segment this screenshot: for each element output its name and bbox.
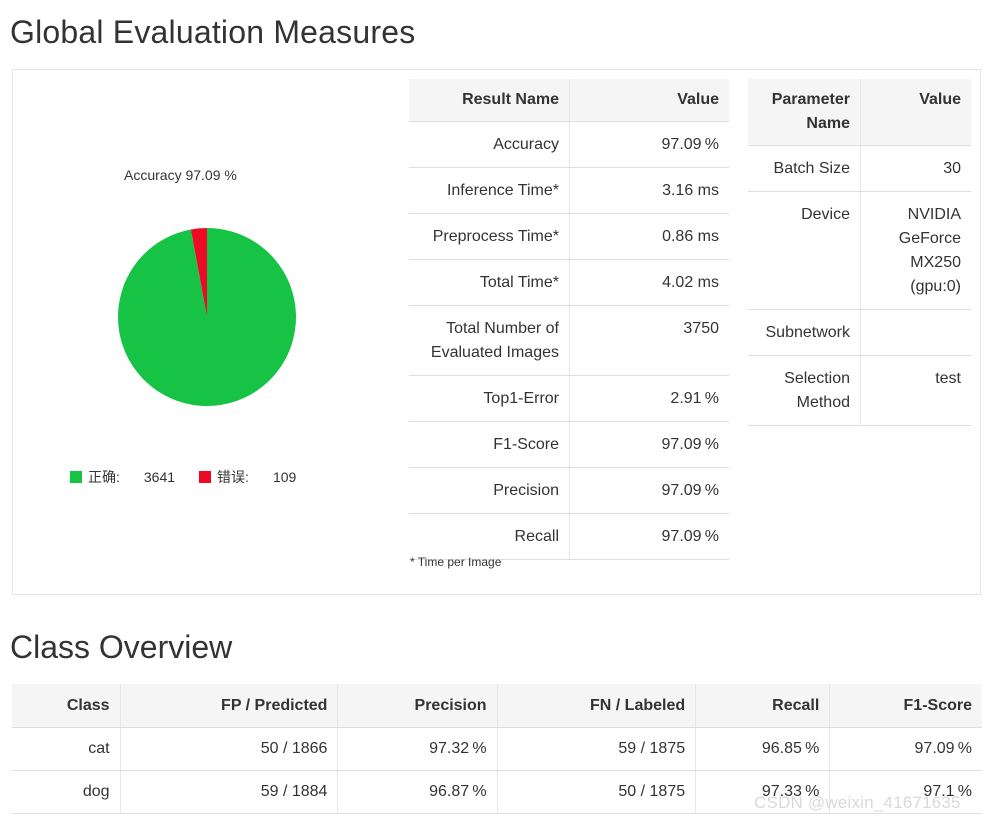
table-row: Total Time* 4.02 ms bbox=[409, 259, 729, 306]
fp-predicted: 59 / 1884 bbox=[120, 770, 339, 814]
result-name: Precision bbox=[409, 467, 570, 514]
result-name: Total Number of Evaluated Images bbox=[409, 305, 570, 376]
column-header: Value bbox=[860, 79, 971, 146]
table-header-row: Result Name Value bbox=[409, 79, 729, 122]
fp-predicted: 50 / 1866 bbox=[120, 727, 339, 771]
param-name: Device bbox=[748, 191, 861, 310]
parameter-table: Parameter Name Value Batch Size 30 Device… bbox=[748, 79, 971, 426]
accuracy-pie-chart bbox=[118, 228, 297, 406]
page-title: Global Evaluation Measures bbox=[10, 14, 416, 50]
legend-swatch-correct bbox=[70, 471, 82, 483]
table-row: Selection Method test bbox=[748, 355, 971, 426]
result-value: 4.02 ms bbox=[569, 259, 729, 306]
legend-swatch-wrong bbox=[199, 471, 212, 483]
param-name: Batch Size bbox=[748, 145, 861, 192]
column-header: Result Name bbox=[409, 79, 570, 122]
result-value: 97.09 % bbox=[569, 121, 729, 168]
pie-title: Accuracy 97.09 % bbox=[124, 167, 237, 183]
pie-slice-wrong bbox=[190, 228, 207, 317]
result-value: 3750 bbox=[569, 305, 729, 376]
column-header: Value bbox=[569, 79, 729, 122]
class-name: cat bbox=[12, 727, 121, 771]
table-row: Recall 97.09 % bbox=[409, 513, 729, 560]
table-row: Precision 97.09 % bbox=[409, 467, 729, 514]
result-name: F1-Score bbox=[409, 421, 570, 468]
table-header-row: Class FP / Predicted Precision FN / Labe… bbox=[12, 684, 982, 728]
result-value: 97.09 % bbox=[569, 513, 729, 560]
legend-label-wrong: 错误: bbox=[217, 469, 249, 485]
recall: 96.85 % bbox=[695, 727, 831, 771]
param-name: Selection Method bbox=[748, 355, 861, 426]
param-value: NVIDIA GeForce MX250 (gpu:0) bbox=[860, 191, 971, 310]
param-value: 30 bbox=[860, 145, 971, 192]
table-row: Batch Size 30 bbox=[748, 145, 971, 192]
result-table: Result Name Value Accuracy 97.09 % Infere… bbox=[409, 79, 729, 560]
result-name: Inference Time* bbox=[409, 167, 570, 214]
table-row: Top1-Error 2.91 % bbox=[409, 375, 729, 422]
result-name: Preprocess Time* bbox=[409, 213, 570, 260]
recall: 97.33 % bbox=[695, 770, 831, 814]
class-name: dog bbox=[12, 770, 121, 814]
column-header: Recall bbox=[695, 684, 831, 728]
fn-labeled: 50 / 1875 bbox=[497, 770, 697, 814]
table-row: F1-Score 97.09 % bbox=[409, 421, 729, 468]
result-name: Top1-Error bbox=[409, 375, 570, 422]
legend-value-correct: 3641 bbox=[143, 469, 176, 485]
result-name: Total Time* bbox=[409, 259, 570, 306]
table-row: dog 59 / 1884 96.87 % 50 / 1875 97.33 % … bbox=[12, 770, 982, 814]
pie-legend: 正确: 3641 错误: 109 bbox=[70, 467, 320, 487]
result-name: Recall bbox=[409, 513, 570, 560]
table-row: cat 50 / 1866 97.32 % 59 / 1875 96.85 % … bbox=[12, 727, 982, 771]
param-name: Subnetwork bbox=[748, 309, 861, 356]
table-row: Subnetwork bbox=[748, 309, 971, 356]
column-header: F1-Score bbox=[829, 684, 982, 728]
table-row: Inference Time* 3.16 ms bbox=[409, 167, 729, 214]
class-overview-table: Class FP / Predicted Precision FN / Labe… bbox=[12, 684, 982, 814]
column-header: Parameter Name bbox=[748, 79, 861, 146]
pie-slice-correct bbox=[118, 228, 297, 406]
table-row: Accuracy 97.09 % bbox=[409, 121, 729, 168]
result-value: 0.86 ms bbox=[569, 213, 729, 260]
precision: 96.87 % bbox=[337, 770, 498, 814]
result-value: 97.09 % bbox=[569, 421, 729, 468]
table-header-row: Parameter Name Value bbox=[748, 79, 971, 146]
fn-labeled: 59 / 1875 bbox=[497, 727, 697, 771]
precision: 97.32 % bbox=[337, 727, 498, 771]
time-footnote: * Time per Image bbox=[410, 555, 502, 569]
param-value: test bbox=[860, 355, 971, 426]
legend-label-correct: 正确: bbox=[88, 469, 120, 485]
result-value: 97.09 % bbox=[569, 467, 729, 514]
table-row: Preprocess Time* 0.86 ms bbox=[409, 213, 729, 260]
result-value: 2.91 % bbox=[569, 375, 729, 422]
f1-score: 97.1 % bbox=[829, 770, 982, 814]
table-row: Device NVIDIA GeForce MX250 (gpu:0) bbox=[748, 191, 971, 310]
f1-score: 97.09 % bbox=[829, 727, 982, 771]
legend-value-wrong: 109 bbox=[272, 469, 297, 485]
table-row: Total Number of Evaluated Images 3750 bbox=[409, 305, 729, 376]
result-value: 3.16 ms bbox=[569, 167, 729, 214]
param-value bbox=[860, 309, 971, 356]
column-header: FP / Predicted bbox=[120, 684, 339, 728]
watermark: CSDN @weixin_41671635 bbox=[754, 793, 961, 812]
column-header: FN / Labeled bbox=[497, 684, 697, 728]
column-header: Precision bbox=[337, 684, 498, 728]
result-name: Accuracy bbox=[409, 121, 570, 168]
column-header: Class bbox=[12, 684, 121, 728]
section-title: Class Overview bbox=[10, 629, 233, 665]
